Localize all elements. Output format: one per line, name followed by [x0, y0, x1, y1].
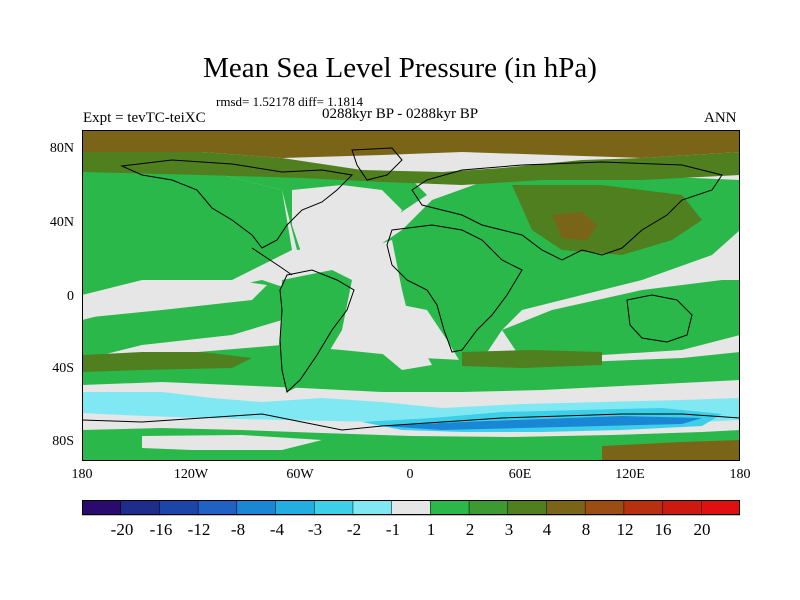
- lon-label-120w: 120W: [173, 467, 209, 482]
- colorbar-cell: [623, 500, 664, 516]
- colorbar-cells: [82, 500, 740, 516]
- colorbar-cell: [197, 500, 238, 516]
- colorbar-label: -1: [385, 520, 401, 539]
- antarctic-white-patch: [142, 435, 322, 450]
- colorbar-label: 8: [581, 520, 591, 539]
- colorbar: [82, 500, 740, 516]
- colorbar-cell: [313, 500, 354, 516]
- colorbar-cell: [275, 500, 315, 516]
- equatorial-pacific-white: [82, 280, 267, 318]
- lon-label-180w: 180: [71, 467, 93, 482]
- colorbar-cell: [584, 500, 625, 516]
- eurasia-coast: [411, 161, 723, 261]
- period-label: 0288kyr BP - 0288kyr BP: [322, 106, 479, 122]
- south-pacific-olive: [82, 352, 252, 372]
- antarctica-coast: [82, 413, 740, 431]
- north-atlantic-white: [292, 185, 402, 260]
- colorbar-cell: [159, 500, 199, 516]
- colorbar-label: 1: [426, 520, 436, 539]
- greenland-coast: [351, 147, 403, 181]
- lat-label-80n: 80N: [49, 141, 74, 156]
- colorbar-cell: [120, 500, 161, 516]
- antarctic-brown-patch: [602, 440, 740, 461]
- colorbar-label: -12: [187, 520, 211, 539]
- experiment-label: Expt = tevTC-teiXC: [83, 110, 206, 126]
- colorbar-cell: [430, 500, 470, 516]
- siberia-olive: [512, 185, 702, 255]
- colorbar-cell: [701, 500, 740, 516]
- lon-label-0: 0: [406, 467, 414, 482]
- antarctic-coast-blue: [382, 416, 702, 430]
- lat-label-40s: 40S: [52, 361, 74, 376]
- africa-coast: [386, 224, 523, 353]
- lon-label-180e: 180: [729, 467, 751, 482]
- colorbar-cell: [82, 500, 122, 516]
- colorbar-label: -3: [307, 520, 323, 539]
- colorbar-label: 20: [693, 520, 711, 539]
- lon-label-120e: 120E: [615, 467, 645, 482]
- atlantic-equator-white: [362, 240, 432, 370]
- lon-label-60e: 60E: [508, 467, 532, 482]
- season-label: ANN: [704, 110, 737, 126]
- north-pacific-green: [82, 170, 292, 295]
- colorbar-cell: [546, 500, 586, 516]
- coastlines: [82, 147, 740, 431]
- central-america-coast: [251, 247, 293, 276]
- colorbar-cell: [352, 500, 393, 516]
- colorbar-cell: [507, 500, 548, 516]
- lat-label-40n: 40N: [49, 215, 74, 230]
- map-title: Mean Sea Level Pressure (in hPa): [203, 52, 597, 84]
- colorbar-label: 3: [504, 520, 514, 539]
- stats-label: rmsd= 1.52178 diff= 1.1814: [216, 94, 363, 109]
- map-frame: [82, 130, 740, 461]
- north-america-coast: [120, 159, 354, 249]
- lon-label-60w: 60W: [286, 467, 314, 482]
- central-asia-brown: [552, 212, 597, 240]
- colorbar-label: 4: [542, 520, 552, 539]
- colorbar-label: 12: [616, 520, 634, 539]
- colorbar-cell: [662, 500, 703, 516]
- colorbar-label: -2: [346, 520, 362, 539]
- lat-label-80s: 80S: [52, 434, 74, 449]
- arctic-brown-band: [82, 130, 740, 158]
- colorbar-label: -8: [230, 520, 246, 539]
- colorbar-label: 2: [465, 520, 475, 539]
- south-atlantic-olive: [462, 350, 602, 368]
- colorbar-cell: [236, 500, 277, 516]
- colorbar-label: -20: [110, 520, 134, 539]
- pressure-map: [82, 130, 740, 461]
- lat-label-0: 0: [67, 289, 74, 304]
- colorbar-frame: [82, 500, 740, 515]
- colorbar-label: 16: [654, 520, 672, 539]
- australia-coast: [626, 294, 693, 343]
- colorbar-cell: [468, 500, 509, 516]
- colorbar-label: -4: [269, 520, 285, 539]
- arctic-olive-band: [82, 152, 740, 185]
- colorbar-cell: [391, 500, 432, 516]
- indian-ocean-green: [502, 280, 740, 360]
- colorbar-label: -16: [149, 520, 173, 539]
- south-america-coast: [279, 269, 355, 393]
